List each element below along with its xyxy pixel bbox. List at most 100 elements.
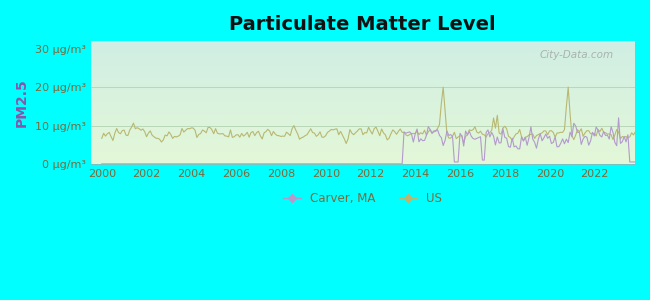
Bar	[90, 156, 635, 157]
Bar	[90, 82, 635, 83]
Bar	[90, 56, 635, 57]
Bar	[90, 90, 635, 91]
Bar	[90, 137, 635, 138]
Bar	[90, 136, 635, 137]
Bar	[90, 118, 635, 119]
Bar	[90, 51, 635, 52]
Bar	[90, 123, 635, 124]
Bar	[90, 128, 635, 129]
Bar	[90, 61, 635, 62]
Bar	[90, 49, 635, 50]
Bar	[90, 53, 635, 54]
Bar	[90, 63, 635, 64]
Bar	[90, 72, 635, 73]
Bar	[90, 87, 635, 88]
Bar	[90, 88, 635, 89]
Bar	[90, 160, 635, 161]
Bar	[90, 149, 635, 150]
Bar	[90, 110, 635, 111]
Bar	[90, 114, 635, 115]
Bar	[90, 134, 635, 135]
Bar	[90, 148, 635, 149]
Bar	[90, 116, 635, 117]
Bar	[90, 97, 635, 98]
Bar	[90, 146, 635, 147]
Bar	[90, 153, 635, 154]
Bar	[90, 113, 635, 114]
Bar	[90, 147, 635, 148]
Bar	[90, 74, 635, 75]
Bar	[90, 67, 635, 68]
Bar	[90, 132, 635, 133]
Bar	[90, 101, 635, 102]
Title: Particulate Matter Level: Particulate Matter Level	[229, 15, 496, 34]
Bar	[90, 109, 635, 110]
Bar	[90, 93, 635, 94]
Bar	[90, 121, 635, 122]
Bar	[90, 65, 635, 66]
Bar	[90, 157, 635, 158]
Bar	[90, 54, 635, 55]
Bar	[90, 102, 635, 103]
Bar	[90, 155, 635, 156]
Bar	[90, 62, 635, 63]
Bar	[90, 152, 635, 153]
Bar	[90, 42, 635, 43]
Bar	[90, 98, 635, 99]
Bar	[90, 117, 635, 118]
Bar	[90, 131, 635, 132]
Bar	[90, 119, 635, 120]
Bar	[90, 77, 635, 78]
Bar	[90, 122, 635, 123]
Bar	[90, 104, 635, 105]
Bar	[90, 115, 635, 116]
Bar	[90, 76, 635, 77]
Bar	[90, 61, 635, 62]
Bar	[90, 84, 635, 85]
Bar	[90, 141, 635, 142]
Bar	[90, 150, 635, 151]
Bar	[90, 83, 635, 84]
Bar	[90, 159, 635, 160]
Bar	[90, 47, 635, 48]
Bar	[90, 111, 635, 112]
Bar	[90, 145, 635, 146]
Bar	[90, 163, 635, 164]
Bar	[90, 108, 635, 109]
Bar	[90, 46, 635, 47]
Bar	[90, 106, 635, 107]
Bar	[90, 105, 635, 106]
Bar	[90, 70, 635, 71]
Bar	[90, 52, 635, 53]
Bar	[90, 71, 635, 72]
Bar	[90, 79, 635, 80]
Bar	[90, 151, 635, 152]
Y-axis label: PM2.5: PM2.5	[15, 78, 29, 127]
Bar	[90, 57, 635, 58]
Bar	[90, 95, 635, 96]
Bar	[90, 99, 635, 100]
Bar	[90, 64, 635, 65]
Bar	[90, 154, 635, 155]
Bar	[90, 140, 635, 141]
Bar	[90, 96, 635, 97]
Bar	[90, 142, 635, 143]
Bar	[90, 80, 635, 81]
Bar	[90, 78, 635, 79]
Bar	[90, 162, 635, 163]
Bar	[90, 89, 635, 90]
Bar	[90, 143, 635, 144]
Bar	[90, 124, 635, 125]
Bar	[90, 45, 635, 46]
Bar	[90, 48, 635, 49]
Text: City-Data.com: City-Data.com	[539, 50, 613, 60]
Bar	[90, 144, 635, 145]
Bar	[90, 92, 635, 93]
Bar	[90, 41, 635, 42]
Bar	[90, 59, 635, 60]
Bar	[90, 100, 635, 101]
Bar	[90, 126, 635, 127]
Bar	[90, 135, 635, 136]
Bar	[90, 125, 635, 126]
Bar	[90, 86, 635, 87]
